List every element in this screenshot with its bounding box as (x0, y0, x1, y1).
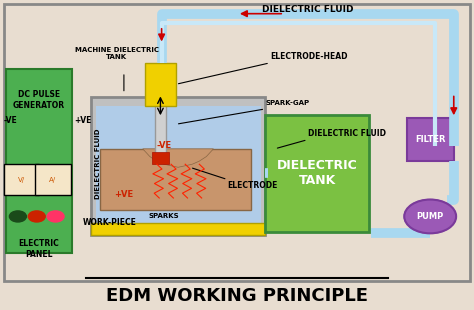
FancyBboxPatch shape (36, 164, 71, 195)
Text: DIELECTRIC FLUID: DIELECTRIC FLUID (95, 129, 101, 199)
FancyBboxPatch shape (100, 149, 251, 210)
Text: PUMP: PUMP (417, 212, 444, 221)
Text: DIELECTRIC FLUID: DIELECTRIC FLUID (308, 129, 386, 138)
FancyBboxPatch shape (91, 223, 265, 235)
Circle shape (47, 211, 64, 222)
Text: A/: A/ (49, 177, 56, 183)
FancyBboxPatch shape (407, 118, 454, 161)
Text: WORK-PIECE: WORK-PIECE (83, 218, 137, 227)
Text: +VE: +VE (114, 190, 134, 199)
Text: DIELECTRIC
TANK: DIELECTRIC TANK (277, 159, 357, 188)
Text: +VE: +VE (74, 116, 92, 125)
Text: -VE: -VE (4, 116, 18, 125)
Circle shape (404, 200, 456, 233)
Circle shape (28, 211, 45, 222)
Text: DC PULSE
GENERATOR: DC PULSE GENERATOR (13, 91, 65, 110)
Text: DIELECTRIC FLUID: DIELECTRIC FLUID (262, 5, 354, 14)
Text: SPARK-GAP: SPARK-GAP (265, 100, 310, 106)
FancyBboxPatch shape (152, 152, 169, 164)
Text: -VE: -VE (156, 141, 172, 150)
Text: ELECTRIC
PANEL: ELECTRIC PANEL (18, 240, 59, 259)
FancyBboxPatch shape (96, 106, 261, 232)
Text: FILTER: FILTER (415, 135, 446, 144)
Polygon shape (143, 149, 213, 167)
FancyBboxPatch shape (145, 63, 176, 106)
FancyBboxPatch shape (91, 97, 265, 235)
Text: ELECTRODE: ELECTRODE (228, 181, 278, 190)
FancyBboxPatch shape (4, 164, 39, 195)
Circle shape (9, 211, 27, 222)
FancyBboxPatch shape (155, 103, 166, 155)
Text: SPARKS: SPARKS (149, 214, 179, 219)
FancyBboxPatch shape (4, 4, 470, 281)
Text: EDM WORKING PRINCIPLE: EDM WORKING PRINCIPLE (106, 287, 368, 305)
FancyBboxPatch shape (6, 69, 72, 253)
Text: MACHINE DIELECTRIC
TANK: MACHINE DIELECTRIC TANK (75, 47, 159, 60)
Text: V/: V/ (18, 177, 25, 183)
Text: ELECTRODE-HEAD: ELECTRODE-HEAD (270, 52, 347, 61)
FancyBboxPatch shape (265, 115, 369, 232)
